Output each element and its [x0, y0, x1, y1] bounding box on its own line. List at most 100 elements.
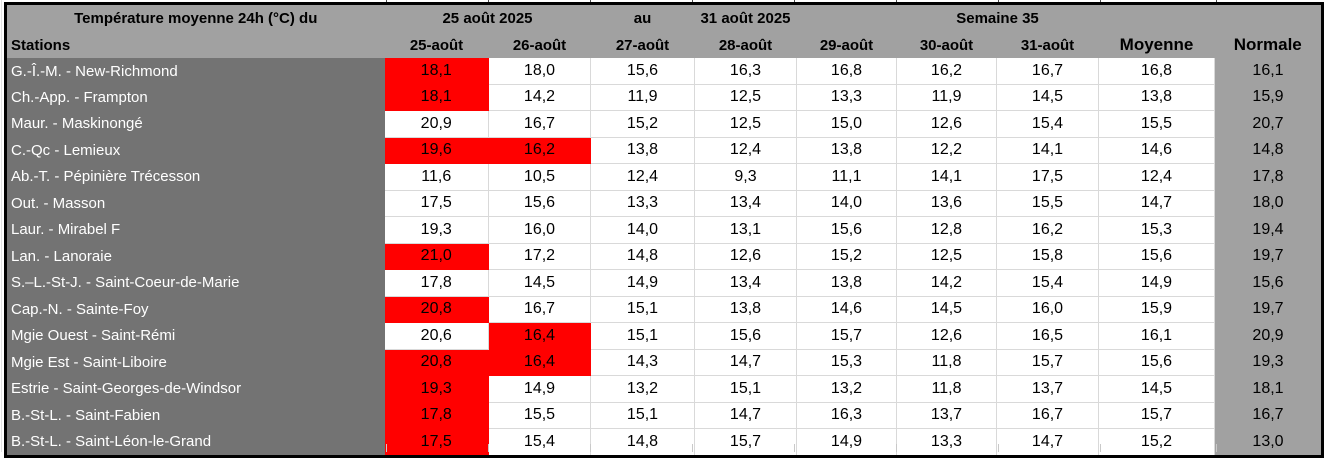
station-cell[interactable]: Ab.-T. - Pépinière Trécesson — [5, 163, 385, 190]
period-start-date[interactable]: 25 août 2025 — [384, 3, 591, 32]
moyenne-cell[interactable]: 15,9 — [1098, 296, 1215, 323]
day-value-cell[interactable]: 9,3 — [694, 163, 797, 191]
day-value-cell[interactable]: 12,8 — [896, 216, 997, 244]
moyenne-cell[interactable]: 15,6 — [1098, 243, 1215, 270]
day-column-header[interactable]: 29-août — [796, 32, 897, 58]
day-value-cell[interactable]: 12,4 — [590, 163, 695, 191]
day-value-cell[interactable]: 12,6 — [896, 110, 997, 138]
day-value-cell[interactable]: 20,8 — [384, 349, 489, 376]
day-value-cell[interactable]: 11,9 — [896, 84, 997, 111]
moyenne-cell[interactable]: 14,6 — [1098, 137, 1215, 164]
day-value-cell[interactable]: 14,2 — [488, 84, 591, 111]
normale-cell[interactable]: 16,1 — [1214, 58, 1323, 84]
day-value-cell[interactable]: 16,7 — [488, 110, 591, 138]
day-value-cell[interactable]: 14,9 — [590, 269, 695, 297]
day-value-cell[interactable]: 15,1 — [590, 296, 695, 323]
station-cell[interactable]: Mgie Ouest - Saint-Rémi — [5, 322, 385, 349]
station-cell[interactable]: B.-St-L. - Saint-Léon-le-Grand — [5, 428, 385, 456]
normale-cell[interactable]: 19,7 — [1214, 296, 1323, 323]
station-cell[interactable]: Out. - Masson — [5, 190, 385, 217]
day-value-cell[interactable]: 15,6 — [590, 58, 695, 85]
normale-cell[interactable]: 13,0 — [1214, 428, 1323, 456]
day-value-cell[interactable]: 14,5 — [996, 84, 1099, 111]
day-column-header[interactable]: 26-août — [488, 32, 591, 58]
day-value-cell[interactable]: 17,8 — [384, 269, 489, 297]
day-value-cell[interactable]: 11,1 — [796, 163, 897, 191]
moyenne-cell[interactable]: 16,8 — [1098, 58, 1215, 85]
day-value-cell[interactable]: 16,4 — [488, 322, 591, 350]
station-cell[interactable]: Laur. - Mirabel F — [5, 216, 385, 243]
day-value-cell[interactable]: 15,0 — [796, 110, 897, 138]
day-value-cell[interactable]: 19,3 — [384, 216, 489, 244]
day-value-cell[interactable]: 13,6 — [896, 190, 997, 217]
day-column-header[interactable]: 25-août — [384, 32, 489, 58]
day-value-cell[interactable]: 13,7 — [896, 402, 997, 429]
moyenne-cell[interactable]: 13,8 — [1098, 84, 1215, 111]
day-value-cell[interactable]: 15,6 — [694, 322, 797, 350]
day-value-cell[interactable]: 17,5 — [384, 190, 489, 217]
day-value-cell[interactable]: 12,5 — [896, 243, 997, 270]
moyenne-cell[interactable]: 12,4 — [1098, 163, 1215, 191]
day-value-cell[interactable]: 16,7 — [488, 296, 591, 323]
normale-cell[interactable]: 18,1 — [1214, 375, 1323, 402]
day-column-header[interactable]: 27-août — [590, 32, 695, 58]
normale-cell[interactable]: 20,7 — [1214, 110, 1323, 137]
station-cell[interactable]: Maur. - Maskinongé — [5, 110, 385, 137]
day-value-cell[interactable]: 13,3 — [590, 190, 695, 217]
day-value-cell[interactable]: 20,6 — [384, 322, 489, 350]
day-value-cell[interactable]: 13,8 — [796, 137, 897, 164]
day-value-cell[interactable]: 15,6 — [796, 216, 897, 244]
normale-cell[interactable]: 19,4 — [1214, 216, 1323, 243]
day-value-cell[interactable]: 14,7 — [694, 349, 797, 376]
day-value-cell[interactable]: 18,1 — [384, 58, 489, 85]
normale-cell[interactable]: 14,8 — [1214, 137, 1323, 164]
day-value-cell[interactable]: 17,5 — [996, 163, 1099, 191]
day-value-cell[interactable]: 16,4 — [488, 349, 591, 376]
day-value-cell[interactable]: 12,6 — [896, 322, 997, 350]
table-title[interactable]: Température moyenne 24h (°C) du — [5, 3, 385, 32]
day-value-cell[interactable]: 16,7 — [996, 402, 1099, 429]
day-value-cell[interactable]: 15,5 — [488, 402, 591, 429]
normale-cell[interactable]: 18,0 — [1214, 190, 1323, 217]
day-value-cell[interactable]: 16,3 — [694, 58, 797, 85]
day-value-cell[interactable]: 20,9 — [384, 110, 489, 138]
day-value-cell[interactable]: 16,0 — [488, 216, 591, 244]
day-value-cell[interactable]: 13,7 — [996, 375, 1099, 403]
day-value-cell[interactable]: 13,8 — [796, 269, 897, 297]
moyenne-column-header[interactable]: Moyenne — [1098, 32, 1215, 58]
day-value-cell[interactable]: 14,5 — [488, 269, 591, 297]
day-value-cell[interactable]: 16,7 — [996, 58, 1099, 85]
day-value-cell[interactable]: 14,6 — [796, 296, 897, 323]
day-value-cell[interactable]: 14,1 — [996, 137, 1099, 164]
day-value-cell[interactable]: 15,1 — [590, 322, 695, 350]
day-column-header[interactable]: 31-août — [996, 32, 1099, 58]
day-value-cell[interactable]: 12,6 — [694, 243, 797, 270]
empty-header-cell[interactable] — [796, 3, 897, 32]
day-value-cell[interactable]: 15,1 — [590, 402, 695, 429]
day-value-cell[interactable]: 16,5 — [996, 322, 1099, 350]
day-value-cell[interactable]: 18,1 — [384, 84, 489, 111]
day-value-cell[interactable]: 13,1 — [694, 216, 797, 244]
normale-cell[interactable]: 15,9 — [1214, 84, 1323, 111]
moyenne-cell[interactable]: 15,2 — [1098, 428, 1215, 457]
day-value-cell[interactable]: 13,2 — [590, 375, 695, 403]
day-value-cell[interactable]: 13,2 — [796, 375, 897, 403]
day-value-cell[interactable]: 11,6 — [384, 163, 489, 191]
moyenne-cell[interactable]: 16,1 — [1098, 322, 1215, 350]
station-cell[interactable]: G.-Î.-M. - New-Richmond — [5, 58, 385, 84]
day-value-cell[interactable]: 14,0 — [590, 216, 695, 244]
day-value-cell[interactable]: 14,8 — [590, 428, 695, 457]
day-value-cell[interactable]: 16,8 — [796, 58, 897, 85]
moyenne-cell[interactable]: 15,5 — [1098, 110, 1215, 138]
day-value-cell[interactable]: 14,0 — [796, 190, 897, 217]
day-value-cell[interactable]: 15,6 — [488, 190, 591, 217]
day-value-cell[interactable]: 10,5 — [488, 163, 591, 191]
day-value-cell[interactable]: 11,8 — [896, 375, 997, 403]
day-value-cell[interactable]: 16,3 — [796, 402, 897, 429]
normale-cell[interactable]: 16,7 — [1214, 402, 1323, 429]
day-value-cell[interactable]: 15,7 — [796, 322, 897, 350]
day-value-cell[interactable]: 14,7 — [694, 402, 797, 429]
normale-cell[interactable]: 15,6 — [1214, 269, 1323, 296]
period-end-date[interactable]: 31 août 2025 — [694, 3, 797, 32]
day-value-cell[interactable]: 16,0 — [996, 296, 1099, 323]
